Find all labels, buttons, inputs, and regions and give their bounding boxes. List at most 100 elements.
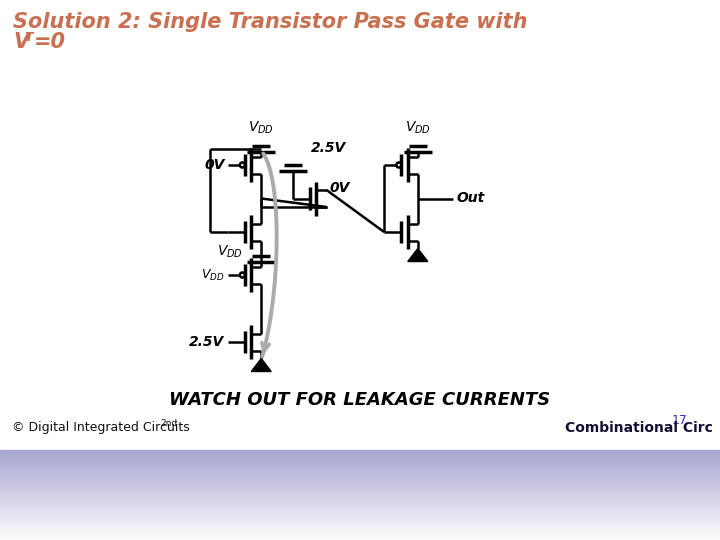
Bar (0, 508, 720, 509)
Text: 17: 17 (672, 414, 688, 427)
Bar (0, 509, 720, 510)
Bar (0, 526, 720, 527)
Bar (0, 501, 720, 502)
Bar (0, 489, 720, 490)
Bar (0, 475, 720, 476)
Bar (0, 461, 720, 462)
Bar (0, 460, 720, 461)
Bar (0, 476, 720, 477)
Polygon shape (251, 359, 271, 372)
Bar (0, 494, 720, 495)
Bar (0, 477, 720, 478)
Text: $V_{DD}$: $V_{DD}$ (0, 539, 1, 540)
Bar (0, 506, 720, 507)
Bar (0, 530, 720, 531)
Bar (0, 504, 720, 505)
Bar (0, 473, 720, 474)
Bar (0, 533, 720, 534)
Bar (0, 525, 720, 526)
Bar (0, 465, 720, 466)
Bar (0, 454, 720, 455)
Bar (0, 534, 720, 535)
Bar (0, 491, 720, 492)
Bar (0, 536, 720, 537)
Bar (0, 505, 720, 506)
Bar (0, 498, 720, 499)
Bar (0, 453, 720, 454)
Text: © Digital Integrated Circuits: © Digital Integrated Circuits (12, 422, 190, 435)
Text: Combinational Circ: Combinational Circ (565, 421, 713, 435)
Bar (0, 532, 720, 533)
Bar (0, 485, 720, 486)
Bar (0, 482, 720, 483)
Text: =0: =0 (34, 32, 66, 52)
Bar (0, 471, 720, 472)
Bar (0, 521, 720, 522)
Bar (0, 450, 720, 451)
Text: $V_{DD}$: $V_{DD}$ (405, 119, 431, 136)
Bar (0, 499, 720, 500)
Bar (0, 513, 720, 514)
Bar (0, 470, 720, 471)
Bar (0, 531, 720, 532)
Bar (0, 496, 720, 497)
Text: 2nd: 2nd (160, 420, 177, 429)
Bar (0, 452, 720, 453)
Text: 0V: 0V (330, 181, 350, 195)
Bar (0, 512, 720, 513)
Bar (0, 510, 720, 511)
Bar (0, 456, 720, 457)
Bar (0, 519, 720, 520)
Bar (0, 480, 720, 481)
Bar (0, 507, 720, 508)
Bar (0, 466, 720, 467)
Bar (0, 468, 720, 469)
Bar (0, 472, 720, 473)
Bar (0, 457, 720, 458)
Bar (0, 522, 720, 523)
Bar (0, 500, 720, 501)
Bar (0, 469, 720, 470)
Bar (0, 462, 720, 463)
Bar (0, 487, 720, 488)
Bar (0, 464, 720, 465)
Bar (0, 516, 720, 517)
Bar (0, 490, 720, 491)
Bar (0, 515, 720, 516)
Bar (0, 459, 720, 460)
Bar (0, 495, 720, 496)
Text: V: V (13, 32, 29, 52)
Bar (0, 492, 720, 493)
Bar (0, 493, 720, 494)
Text: $V_{DD}$: $V_{DD}$ (217, 244, 243, 260)
Text: 0V: 0V (204, 158, 225, 172)
Text: $V_{DD}$: $V_{DD}$ (248, 119, 274, 136)
Text: 2.5V: 2.5V (189, 335, 225, 349)
Bar (0, 523, 720, 524)
Bar (0, 538, 720, 539)
Bar (0, 483, 720, 484)
Text: Solution 2: Single Transistor Pass Gate with: Solution 2: Single Transistor Pass Gate … (13, 12, 528, 32)
Bar (0, 503, 720, 504)
Bar (0, 455, 720, 456)
Text: Out: Out (456, 192, 485, 206)
Bar (0, 517, 720, 518)
Bar (0, 451, 720, 452)
Bar (0, 511, 720, 512)
Polygon shape (408, 248, 428, 261)
Bar (0, 524, 720, 525)
Bar (0, 502, 720, 503)
Bar (0, 535, 720, 536)
Bar (0, 479, 720, 480)
Text: WATCH OUT FOR LEAKAGE CURRENTS: WATCH OUT FOR LEAKAGE CURRENTS (169, 391, 551, 409)
Bar (0, 514, 720, 515)
Bar (0, 486, 720, 487)
Bar (0, 484, 720, 485)
Bar (0, 481, 720, 482)
Bar (0, 529, 720, 530)
Text: T: T (24, 31, 32, 44)
Text: 2.5V: 2.5V (311, 140, 346, 154)
Bar (0, 458, 720, 459)
Bar (0, 497, 720, 498)
Bar (0, 518, 720, 519)
